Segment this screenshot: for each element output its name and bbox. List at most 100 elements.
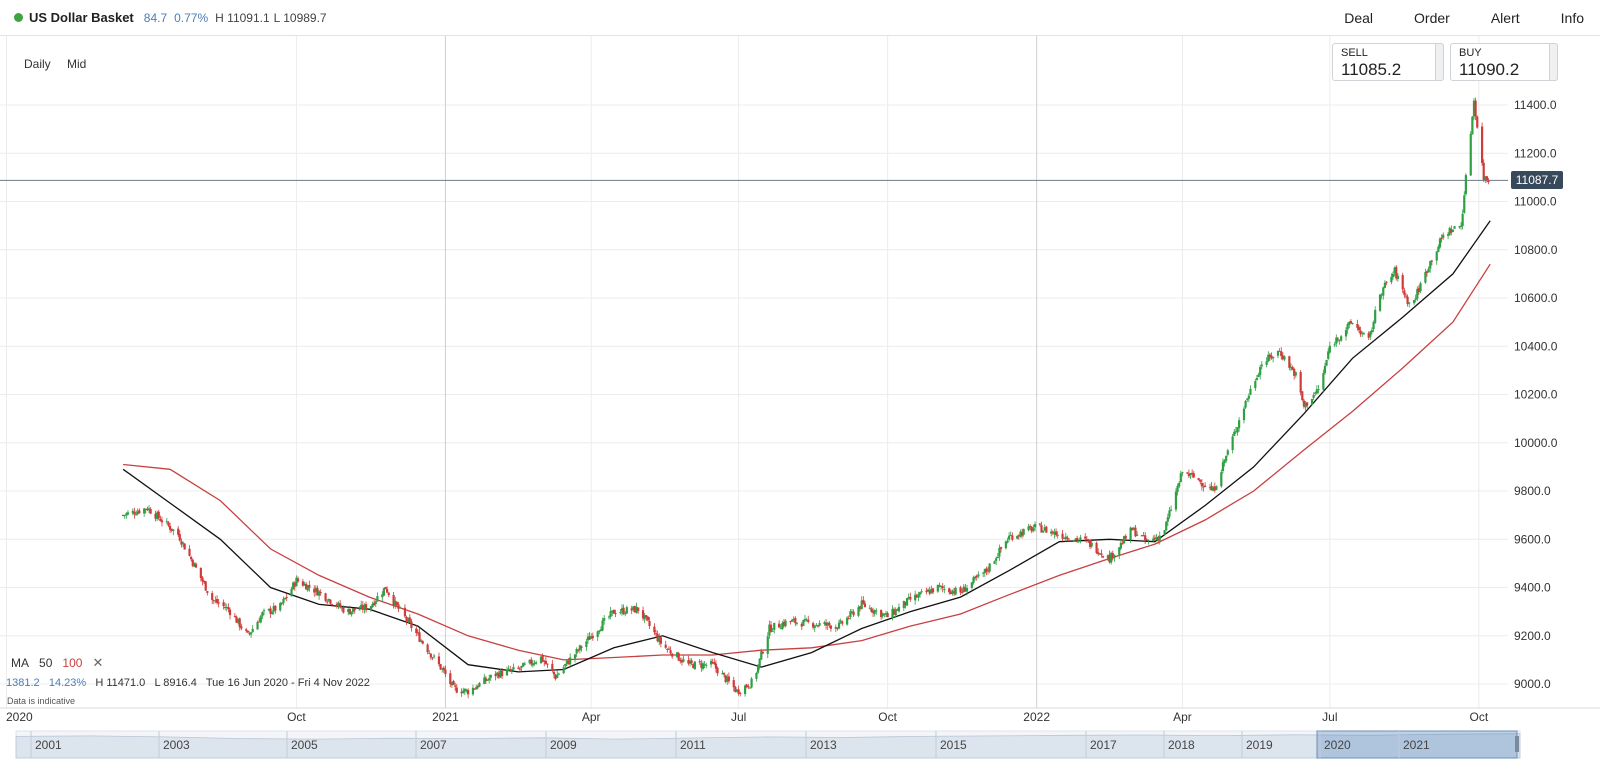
- candle-body: [1417, 288, 1421, 293]
- candle-body: [1045, 526, 1048, 533]
- ma50-period[interactable]: 50: [39, 656, 53, 670]
- candle-body: [1040, 525, 1043, 533]
- candle-body: [1054, 531, 1058, 536]
- candle-body: [1268, 354, 1271, 357]
- candle-body: [902, 600, 905, 608]
- candle-body: [1118, 547, 1121, 556]
- buy-quote-button[interactable]: BUY 11090.2: [1450, 43, 1558, 81]
- candle-body: [305, 583, 308, 590]
- candle-body: [143, 508, 146, 514]
- candle-body: [646, 616, 650, 621]
- order-button[interactable]: Order: [1414, 9, 1450, 26]
- candle-body: [721, 673, 724, 675]
- candle-body: [1487, 180, 1490, 182]
- close-icon[interactable]: ✕: [92, 655, 104, 670]
- candle-body: [324, 593, 327, 601]
- candle-body: [1430, 260, 1433, 262]
- candle-body: [1233, 431, 1236, 436]
- candle-body: [722, 672, 726, 675]
- candle-body: [407, 618, 410, 623]
- candle-body: [1009, 535, 1012, 537]
- candle-body: [1079, 537, 1082, 540]
- candle-body: [313, 588, 316, 593]
- candle-body: [1367, 333, 1370, 338]
- candle-body: [1472, 100, 1476, 117]
- candle-body: [507, 668, 510, 670]
- candle-body: [1022, 529, 1025, 535]
- candle-body: [1476, 116, 1479, 128]
- candle-body: [938, 585, 941, 587]
- candle-body: [326, 601, 329, 603]
- candle-body: [850, 611, 854, 613]
- navigator-year-label: 2021: [1403, 738, 1430, 752]
- candle-body: [849, 611, 852, 618]
- candle-body: [337, 602, 340, 606]
- candle-body: [996, 556, 999, 559]
- candle-body: [415, 628, 418, 634]
- ma100-period[interactable]: 100: [62, 656, 83, 670]
- candle-body: [258, 621, 261, 623]
- candle-body: [1408, 302, 1411, 304]
- timeframe-selector[interactable]: Daily: [24, 57, 51, 71]
- candle-body: [973, 576, 977, 579]
- candle-body: [1113, 555, 1116, 558]
- navigator-handle[interactable]: [1515, 736, 1519, 752]
- sell-quote-button[interactable]: SELL 11085.2: [1332, 43, 1444, 81]
- candle-body: [1187, 473, 1191, 477]
- y-tick-label: 10400.0: [1514, 339, 1558, 353]
- candle-body: [982, 572, 985, 574]
- candle-body: [664, 644, 667, 648]
- candle-body: [224, 606, 227, 608]
- candle-body: [601, 620, 604, 631]
- candle-body: [907, 597, 910, 599]
- candle-body: [1199, 479, 1202, 482]
- range-change: 1381.2: [6, 677, 40, 689]
- candle-body: [862, 599, 865, 604]
- candle-body: [1272, 356, 1275, 359]
- candle-body: [949, 592, 952, 595]
- candle-body: [1414, 298, 1417, 300]
- candle-body: [988, 563, 991, 572]
- candle-body: [999, 547, 1003, 549]
- candle-body: [1129, 527, 1132, 540]
- candle-body: [727, 676, 730, 682]
- candle-body: [554, 674, 557, 680]
- candle-body: [293, 582, 296, 587]
- candle-body: [1043, 527, 1046, 531]
- candle-body: [1453, 226, 1456, 229]
- candle-body: [251, 628, 254, 633]
- candle-body: [743, 685, 747, 695]
- candle-body: [360, 604, 363, 609]
- candle-body: [1327, 351, 1330, 359]
- info-button[interactable]: Info: [1560, 9, 1584, 26]
- deal-button[interactable]: Deal: [1344, 9, 1374, 26]
- candle-body: [846, 617, 849, 625]
- candle-body: [1019, 531, 1022, 537]
- candle-body: [473, 688, 476, 690]
- candle-body: [781, 623, 784, 629]
- candle-body: [172, 529, 175, 531]
- candle-body: [1246, 398, 1249, 400]
- current-price-tag: 11087.7: [1511, 171, 1563, 189]
- candle-body: [1380, 294, 1383, 296]
- candle-body: [1077, 539, 1080, 541]
- candle-body: [1076, 537, 1079, 541]
- candle-body: [703, 664, 706, 666]
- candle-body: [1464, 175, 1467, 195]
- candle-body: [1451, 229, 1455, 232]
- candle-body: [1333, 344, 1336, 346]
- instrument-name[interactable]: US Dollar Basket: [29, 10, 134, 25]
- candle-body: [1393, 267, 1396, 273]
- candle-body: [1349, 321, 1352, 324]
- candle-body: [191, 559, 194, 566]
- candle-body: [682, 659, 685, 662]
- candle-body: [228, 609, 232, 616]
- candle-body: [688, 661, 692, 664]
- candle-body: [1335, 337, 1338, 344]
- candle-body: [951, 590, 954, 594]
- range-navigator[interactable]: 2001 2003 2005 2007 2009 2011 2013 2015 2017 2018…: [15, 730, 1521, 759]
- alert-button[interactable]: Alert: [1490, 9, 1520, 26]
- price-type-selector[interactable]: Mid: [67, 57, 87, 71]
- candle-body: [1042, 530, 1045, 533]
